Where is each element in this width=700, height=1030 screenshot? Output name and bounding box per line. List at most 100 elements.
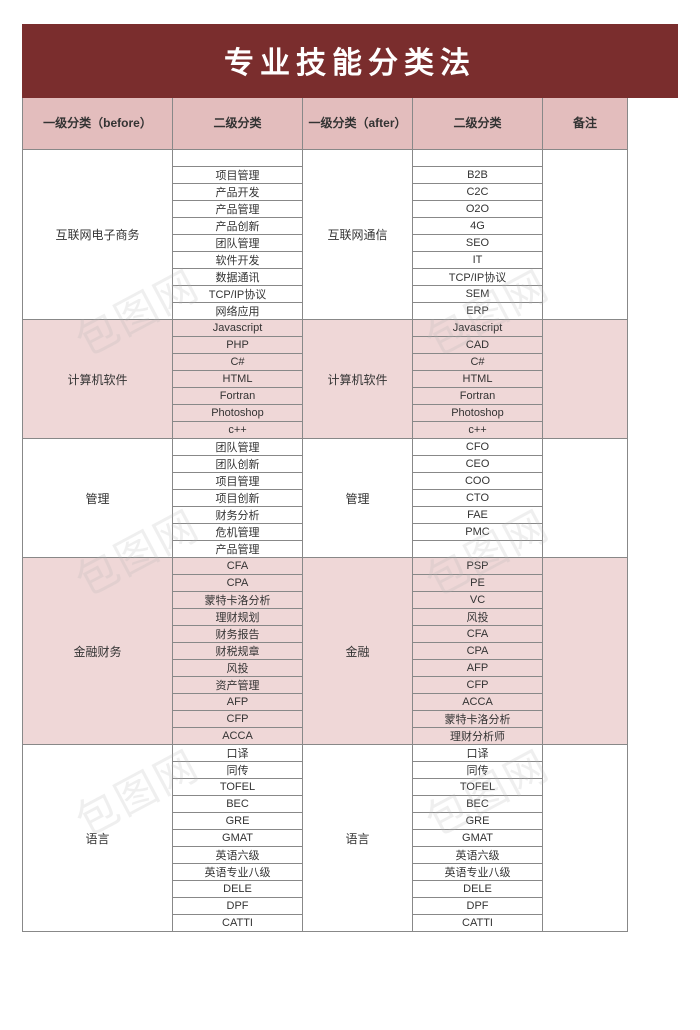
sub-category-right: AFP	[412, 660, 542, 677]
sub-category-left: 危机管理	[172, 524, 302, 541]
sub-category-left: 产品创新	[172, 218, 302, 235]
primary-category-before: 语言	[22, 745, 172, 932]
col-header-sub-right: 二级分类	[412, 98, 542, 150]
notes-cell	[542, 320, 628, 439]
primary-category-after: 金融	[302, 558, 412, 745]
sub-category-left: 项目管理	[172, 473, 302, 490]
sub-category-left: TOFEL	[172, 779, 302, 796]
sub-category-right: c++	[412, 422, 542, 439]
sub-category-left: C#	[172, 354, 302, 371]
sub-category-right: VC	[412, 592, 542, 609]
sub-category-left: PHP	[172, 337, 302, 354]
sub-category-right: TOFEL	[412, 779, 542, 796]
table-header-row: 一级分类（before） 二级分类 一级分类（after） 二级分类 备注	[22, 98, 678, 150]
sub-category-left: BEC	[172, 796, 302, 813]
sub-category-left: c++	[172, 422, 302, 439]
sub-category-right: 英语六级	[412, 847, 542, 864]
sub-category-left: 同传	[172, 762, 302, 779]
sub-category-right: CFA	[412, 626, 542, 643]
primary-category-before: 金融财务	[22, 558, 172, 745]
sub-category-right: CFO	[412, 439, 542, 456]
table-section: 语言口译同传TOFELBECGREGMAT英语六级英语专业八级DELEDPFCA…	[22, 745, 678, 932]
col-header-after: 一级分类（after）	[302, 98, 412, 150]
sub-category-left: CATTI	[172, 915, 302, 932]
table-section: 金融财务CFACPA蒙特卡洛分析理财规划财务报告财税规章风投资产管理AFPCFP…	[22, 558, 678, 745]
primary-category-before: 管理	[22, 439, 172, 558]
sub-category-right: FAE	[412, 507, 542, 524]
sub-category-right: DELE	[412, 881, 542, 898]
sub-category-right: CAD	[412, 337, 542, 354]
sub-category-left: 网络应用	[172, 303, 302, 320]
sub-category-right: DPF	[412, 898, 542, 915]
sub-category-right: CFP	[412, 677, 542, 694]
sub-category-left: 项目管理	[172, 167, 302, 184]
sub-category-left: 英语六级	[172, 847, 302, 864]
sub-category-right: C#	[412, 354, 542, 371]
primary-category-after: 计算机软件	[302, 320, 412, 439]
sub-category-left: CPA	[172, 575, 302, 592]
table-section: 互联网电子商务项目管理产品开发产品管理产品创新团队管理软件开发数据通讯TCP/I…	[22, 150, 678, 320]
primary-category-after: 互联网通信	[302, 150, 412, 320]
sub-category-right: TCP/IP协议	[412, 269, 542, 286]
sub-category-left: DPF	[172, 898, 302, 915]
sub-category-right: CTO	[412, 490, 542, 507]
col-header-sub-left: 二级分类	[172, 98, 302, 150]
sub-category-right: CPA	[412, 643, 542, 660]
sub-category-right: GMAT	[412, 830, 542, 847]
sub-category-left: 资产管理	[172, 677, 302, 694]
sub-category-right: IT	[412, 252, 542, 269]
sub-category-right: CATTI	[412, 915, 542, 932]
sub-category-left: AFP	[172, 694, 302, 711]
table-section: 计算机软件JavascriptPHPC#HTMLFortranPhotoshop…	[22, 320, 678, 439]
sub-category-left: 产品管理	[172, 201, 302, 218]
sub-category-right: Photoshop	[412, 405, 542, 422]
sub-category-right: B2B	[412, 167, 542, 184]
sub-category-left: 软件开发	[172, 252, 302, 269]
page-title: 专业技能分类法	[22, 24, 678, 98]
sub-category-right: 4G	[412, 218, 542, 235]
sub-category-left: CFA	[172, 558, 302, 575]
sub-category-left: 项目创新	[172, 490, 302, 507]
sub-category-left: 产品开发	[172, 184, 302, 201]
sub-category-right: O2O	[412, 201, 542, 218]
sub-category-left: CFP	[172, 711, 302, 728]
sub-category-left: 英语专业八级	[172, 864, 302, 881]
sub-category-right: COO	[412, 473, 542, 490]
sub-category-left: 财务报告	[172, 626, 302, 643]
sub-category-right: 同传	[412, 762, 542, 779]
sub-category-right: 理财分析师	[412, 728, 542, 745]
sub-category-left: 风投	[172, 660, 302, 677]
sub-category-left: DELE	[172, 881, 302, 898]
sub-category-left: 口译	[172, 745, 302, 762]
sub-category-left: 财税规章	[172, 643, 302, 660]
sub-category-left: GRE	[172, 813, 302, 830]
notes-cell	[542, 558, 628, 745]
sub-category-left: TCP/IP协议	[172, 286, 302, 303]
sub-category-right: HTML	[412, 371, 542, 388]
sub-category-left: Photoshop	[172, 405, 302, 422]
sub-category-left: 理财规划	[172, 609, 302, 626]
sub-category-right: C2C	[412, 184, 542, 201]
sub-category-left: 团队管理	[172, 235, 302, 252]
sub-category-right	[412, 150, 542, 167]
sub-category-right: PSP	[412, 558, 542, 575]
sub-category-left: 产品管理	[172, 541, 302, 558]
primary-category-after: 语言	[302, 745, 412, 932]
sub-category-right: Fortran	[412, 388, 542, 405]
sub-category-right: ACCA	[412, 694, 542, 711]
notes-cell	[542, 745, 628, 932]
sub-category-left: 财务分析	[172, 507, 302, 524]
page: 专业技能分类法 一级分类（before） 二级分类 一级分类（after） 二级…	[0, 0, 700, 1030]
col-header-notes: 备注	[542, 98, 628, 150]
sub-category-right: BEC	[412, 796, 542, 813]
sub-category-left: 团队创新	[172, 456, 302, 473]
primary-category-before: 计算机软件	[22, 320, 172, 439]
sub-category-left: 数据通讯	[172, 269, 302, 286]
sub-category-right: Javascript	[412, 320, 542, 337]
notes-cell	[542, 150, 628, 320]
sub-category-right: CEO	[412, 456, 542, 473]
sub-category-right: PMC	[412, 524, 542, 541]
sub-category-right: ERP	[412, 303, 542, 320]
sub-category-left: 蒙特卡洛分析	[172, 592, 302, 609]
table-section: 管理团队管理团队创新项目管理项目创新财务分析危机管理产品管理管理CFOCEOCO…	[22, 439, 678, 558]
